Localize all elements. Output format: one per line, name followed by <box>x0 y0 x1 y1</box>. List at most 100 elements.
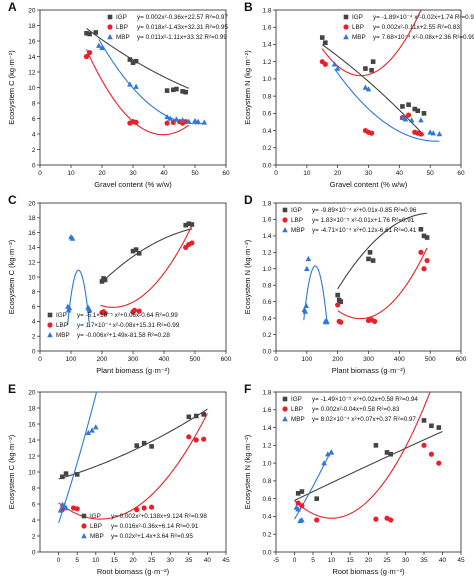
y-axis-label: Ecosystem C (kg·m⁻²) <box>7 239 16 314</box>
fit-curve-igp <box>321 44 425 136</box>
legend-equation: y= 1.83×10⁻⁵ x²-0.01x+1.76 R²=0.91 <box>312 217 415 224</box>
data-point-mbp <box>328 449 335 455</box>
y-tick-label: 6 <box>32 304 36 311</box>
x-tick-label: 50 <box>191 170 199 177</box>
data-point-igp <box>338 299 344 304</box>
x-tick-label: 25 <box>383 557 391 564</box>
y-axis-label: Ecosystem N (kg·m⁻²) <box>243 434 252 509</box>
x-tick-label: 0 <box>57 557 61 564</box>
x-tick-label: 0 <box>38 170 42 177</box>
data-point-mbp <box>402 116 409 122</box>
data-point-igp <box>149 444 154 449</box>
y-tick-label: 4 <box>32 517 36 524</box>
data-point-mbp <box>69 235 76 241</box>
data-point-igp <box>164 88 170 93</box>
data-point-igp <box>314 496 319 501</box>
data-point-lbp <box>421 442 427 448</box>
data-point-igp <box>127 57 133 62</box>
y-tick-label: 10 <box>28 274 36 281</box>
data-point-igp <box>171 87 176 93</box>
data-point-lbp <box>418 131 424 137</box>
fit-curve-lbp <box>85 49 190 136</box>
legend-series-name: LBP <box>90 523 102 530</box>
y-tick-label: 0.8 <box>262 283 271 290</box>
y-tick-label: 1.2 <box>262 443 271 450</box>
data-point-igp <box>412 106 418 112</box>
data-point-igp <box>367 250 373 255</box>
legend-series-name: MBP <box>116 34 130 41</box>
y-tick-label: 12 <box>28 453 36 460</box>
y-tick-label: 20 <box>28 200 36 207</box>
y-tick-label: 14 <box>28 54 36 61</box>
legend-marker-lbp <box>47 322 53 328</box>
data-point-igp <box>421 418 427 423</box>
x-tick-label: 15 <box>111 557 119 564</box>
legend-equation: y= 0.02x²+1.4x+3.64 R²=0.95 <box>111 533 193 540</box>
panel-letter: C <box>8 193 17 207</box>
fit-curve-lbp <box>294 392 431 519</box>
x-tick-label: 20 <box>129 557 137 564</box>
data-point-lbp <box>314 517 320 523</box>
y-tick-label: 0 <box>32 348 36 355</box>
data-point-lbp <box>436 460 442 466</box>
legend-marker-lbp <box>282 217 288 223</box>
y-axis-label: Ecosystem C (kg·m⁻²) <box>7 434 16 509</box>
legend-marker-mbp <box>282 227 288 233</box>
y-tick-label: 16 <box>28 421 36 428</box>
data-point-igp <box>373 443 379 448</box>
y-tick-label: 2 <box>32 147 36 154</box>
x-tick-label: 45 <box>222 557 230 564</box>
y-tick-label: 1.4 <box>262 42 271 49</box>
x-tick-label: 20 <box>334 170 342 177</box>
y-tick-label: 12 <box>28 260 36 267</box>
data-point-mbp <box>304 265 310 271</box>
data-point-mbp <box>399 114 406 120</box>
x-axis-label: Gravel content (% w/w) <box>330 180 408 189</box>
data-point-igp <box>335 292 340 298</box>
legend-equation: y= 0.016x²-0.36x+6.14 R²=0.91 <box>111 523 199 530</box>
data-point-lbp <box>83 53 90 60</box>
x-tick-label: 60 <box>457 170 465 177</box>
y-tick-label: 1.4 <box>262 425 271 432</box>
legend-series-name: IGP <box>90 513 101 520</box>
legend: IGP y= -1.49×10⁻⁵ x²+0.02x+0.58 R²=0.94 LB… <box>282 396 418 423</box>
y-tick-label: 1.8 <box>262 200 271 207</box>
data-point-igp <box>180 89 185 94</box>
data-point-lbp <box>149 504 155 510</box>
y-tick-label: 0.4 <box>262 315 271 322</box>
data-point-igp <box>295 491 301 496</box>
x-tick-label: 35 <box>185 557 193 564</box>
x-tick-label: 10 <box>67 170 75 177</box>
y-tick-label: 1.2 <box>262 250 271 257</box>
x-tick-label: 35 <box>420 557 428 564</box>
x-tick-label: 200 <box>332 356 343 363</box>
x-tick-label: 5 <box>75 557 79 564</box>
x-tick-label: 0 <box>38 356 42 363</box>
legend-marker-igp <box>343 14 349 20</box>
x-tick-label: 15 <box>346 557 354 564</box>
y-tick-label: 8 <box>32 485 36 492</box>
y-tick-label: 8 <box>32 289 36 296</box>
data-point-mbp <box>127 81 133 87</box>
legend: IGP y= -9.89×10⁻⁴ x²+0.01x-0.85 R²=0.96 LB… <box>282 207 417 234</box>
y-tick-label: 14 <box>28 437 36 444</box>
data-point-lbp <box>193 437 199 443</box>
legend-equation: y= 0.002x²-0.11x+2.55 R²=0.83 <box>373 24 460 31</box>
data-point-lbp <box>141 505 147 511</box>
data-point-lbp <box>133 119 139 125</box>
data-point-igp <box>406 102 411 108</box>
y-tick-label: 0.0 <box>262 162 271 169</box>
y-tick-label: 8 <box>32 100 36 107</box>
legend-series-name: IGP <box>116 14 127 21</box>
legend-series-name: IGP <box>56 312 67 319</box>
y-tick-label: 1.8 <box>262 7 271 14</box>
y-tick-label: 0.6 <box>262 111 271 118</box>
legend-equation: y= 0.002x²-0.36x+22.57 R²=0.97 <box>137 14 228 21</box>
x-tick-label: 300 <box>363 356 374 363</box>
y-tick-label: 6 <box>32 116 36 123</box>
x-axis-label: Plant biomass (g·m⁻²) <box>332 366 406 375</box>
data-point-mbp <box>63 505 69 511</box>
legend-marker-igp <box>107 14 113 20</box>
legend-series-name: IGP <box>352 14 363 21</box>
